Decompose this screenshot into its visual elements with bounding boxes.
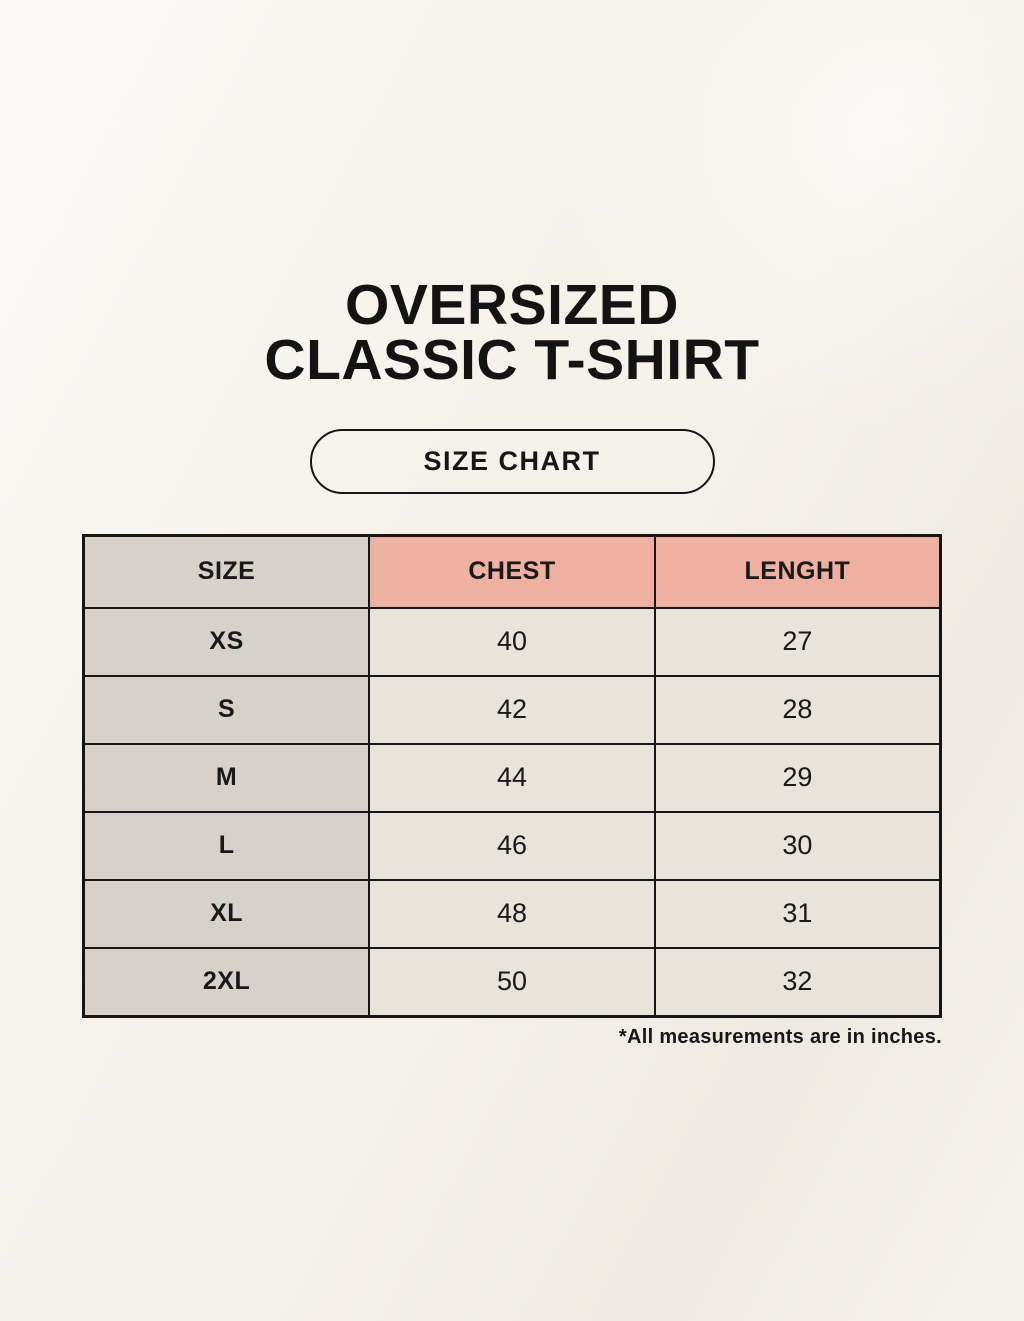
size-label-cell: XS	[82, 606, 371, 677]
table-body: XS 40 27 S 42 28 M 44 29 L 46 30 XL 48 31 2XL 50 32	[82, 606, 942, 1018]
table-header-row: SIZE CHEST LENGHT	[82, 534, 942, 609]
table-row: S 42 28	[82, 674, 942, 745]
product-title-line1: OVERSIZED	[345, 273, 679, 337]
measurement-value-cell: 40	[368, 606, 656, 677]
measurement-value-cell: 48	[368, 878, 656, 949]
product-title-line2: CLASSIC T-SHIRT	[264, 328, 760, 393]
measurement-value-cell: 29	[653, 742, 942, 813]
table-row: M 44 29	[82, 742, 942, 813]
table-row: XS 40 27	[82, 606, 942, 677]
size-chart-button-label: SIZE CHART	[423, 445, 601, 476]
measurement-value-cell: 32	[653, 946, 942, 1018]
measurement-value-cell: 30	[653, 810, 942, 881]
table-row: 2XL 50 32	[82, 946, 942, 1018]
size-label-cell: 2XL	[82, 946, 371, 1018]
measurement-value-cell: 27	[653, 606, 942, 677]
product-title: OVERSIZED CLASSIC T-SHIRT	[0, 0, 1024, 389]
table-row: XL 48 31	[82, 878, 942, 949]
column-header-chest: CHEST	[368, 534, 656, 609]
column-header-lenght: LENGHT	[653, 534, 942, 609]
size-chart-table: SIZE CHEST LENGHT XS 40 27 S 42 28 M 44 29 L 46 30 X…	[82, 533, 942, 1018]
size-label-cell: L	[82, 810, 371, 881]
measurement-value-cell: 31	[653, 878, 942, 949]
size-label-cell: M	[82, 742, 371, 813]
measurement-value-cell: 46	[368, 810, 656, 881]
measurement-value-cell: 28	[653, 674, 942, 745]
measurement-value-cell: 44	[368, 742, 656, 813]
size-label-cell: S	[82, 674, 371, 745]
measurement-value-cell: 42	[368, 674, 656, 745]
column-header-size: SIZE	[82, 534, 371, 609]
table-row: L 46 30	[82, 810, 942, 881]
size-chart-table-container: SIZE CHEST LENGHT XS 40 27 S 42 28 M 44 29 L 46 30 X…	[82, 533, 942, 1018]
size-chart-button[interactable]: SIZE CHART	[309, 428, 715, 494]
measurements-footnote: *All measurements are in inches.	[618, 1025, 942, 1048]
measurement-value-cell: 50	[368, 946, 656, 1018]
size-label-cell: XL	[82, 878, 371, 949]
